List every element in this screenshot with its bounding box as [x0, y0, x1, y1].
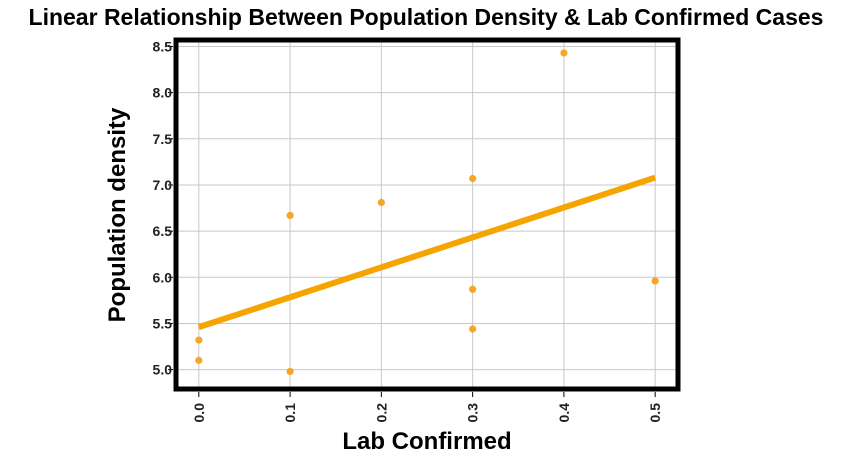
y-tick-label: 6.0 — [153, 269, 173, 285]
data-point-4 — [377, 198, 385, 207]
data-point-9 — [651, 277, 659, 285]
data-point-1 — [195, 356, 203, 364]
data-point-6 — [469, 285, 477, 293]
chart-title: Linear Relationship Between Population D… — [28, 4, 824, 30]
x-tick-label: 0.3 — [465, 403, 481, 423]
data-point-0 — [195, 336, 203, 344]
y-tick-label: 5.5 — [153, 315, 173, 331]
trend-line — [197, 174, 657, 330]
y-tick-label: 8.0 — [153, 85, 173, 101]
y-tick-labels: 5.0 5.5 6.0 6.5 7.0 7.5 8.0 8.5 — [153, 38, 173, 378]
x-tick-label: 0.4 — [556, 403, 572, 423]
y-tick-label: 8.5 — [153, 38, 173, 54]
x-tick-label: 0.0 — [191, 403, 207, 423]
grid-lines — [176, 40, 678, 389]
y-tick-label: 7.5 — [153, 131, 173, 147]
y-tick-label: 7.0 — [153, 177, 173, 193]
x-tick-label: 0.5 — [647, 403, 663, 423]
y-tick-label: 5.0 — [153, 362, 173, 378]
data-point-7 — [469, 325, 477, 333]
x-tick-label: 0.1 — [282, 403, 298, 423]
x-tick-label: 0.2 — [373, 403, 389, 423]
data-point-8 — [560, 49, 568, 57]
data-points — [195, 49, 659, 376]
data-point-3 — [286, 367, 294, 376]
data-point-5 — [469, 174, 477, 183]
data-point-2 — [286, 211, 294, 220]
x-tick-labels: 0.0 0.1 0.2 0.3 0.4 0.5 — [191, 392, 663, 422]
x-axis-label: Lab Confirmed — [342, 428, 512, 455]
y-tick-label: 6.5 — [153, 223, 173, 239]
plot-frame — [173, 37, 681, 392]
